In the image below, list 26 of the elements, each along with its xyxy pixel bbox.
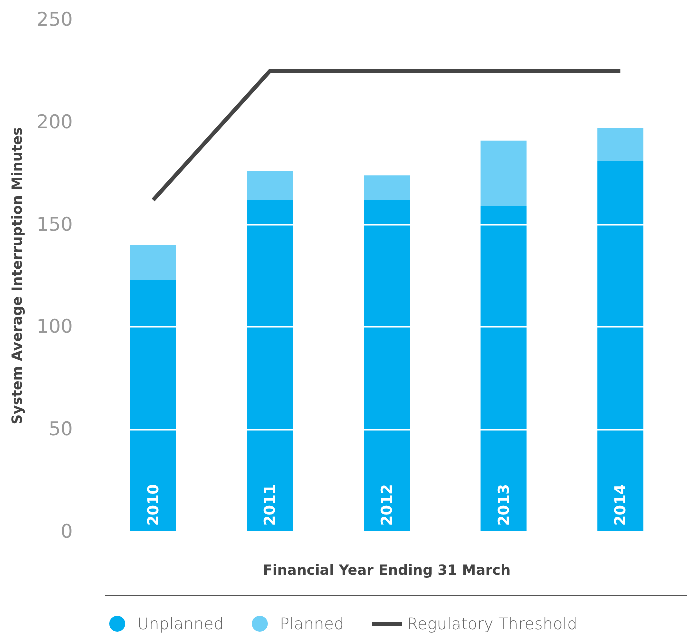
- y-tick-label: 50: [48, 418, 73, 441]
- y-tick-label: 0: [60, 521, 73, 543]
- bar: [598, 161, 644, 532]
- bar: [598, 128, 644, 162]
- y-tick-label: 200: [36, 111, 73, 134]
- bar: [480, 206, 527, 532]
- x-tick-label: 2013: [494, 484, 513, 526]
- y-tick-label: 250: [36, 9, 73, 31]
- y-axis-title: System Average Interruption Minutes: [10, 127, 26, 425]
- bar: [364, 200, 410, 532]
- legend-label: Regulatory Threshold: [407, 614, 578, 634]
- x-tick-label: 2012: [378, 484, 396, 526]
- legend-label: Planned: [280, 614, 344, 634]
- bar: [130, 245, 176, 280]
- bar: [247, 200, 294, 532]
- y-tick-label: 150: [36, 214, 73, 236]
- x-tick-label: 2014: [612, 484, 630, 526]
- x-tick-label: 2011: [261, 484, 280, 526]
- x-tick-label: 2010: [144, 484, 162, 526]
- y-tick-label: 100: [36, 316, 73, 338]
- legend-label: Unplanned: [138, 614, 224, 634]
- bar: [480, 140, 527, 206]
- bar: [130, 280, 176, 532]
- bar: [247, 172, 294, 200]
- x-axis-title: Financial Year Ending 31 March: [263, 563, 511, 579]
- bar: [364, 176, 410, 200]
